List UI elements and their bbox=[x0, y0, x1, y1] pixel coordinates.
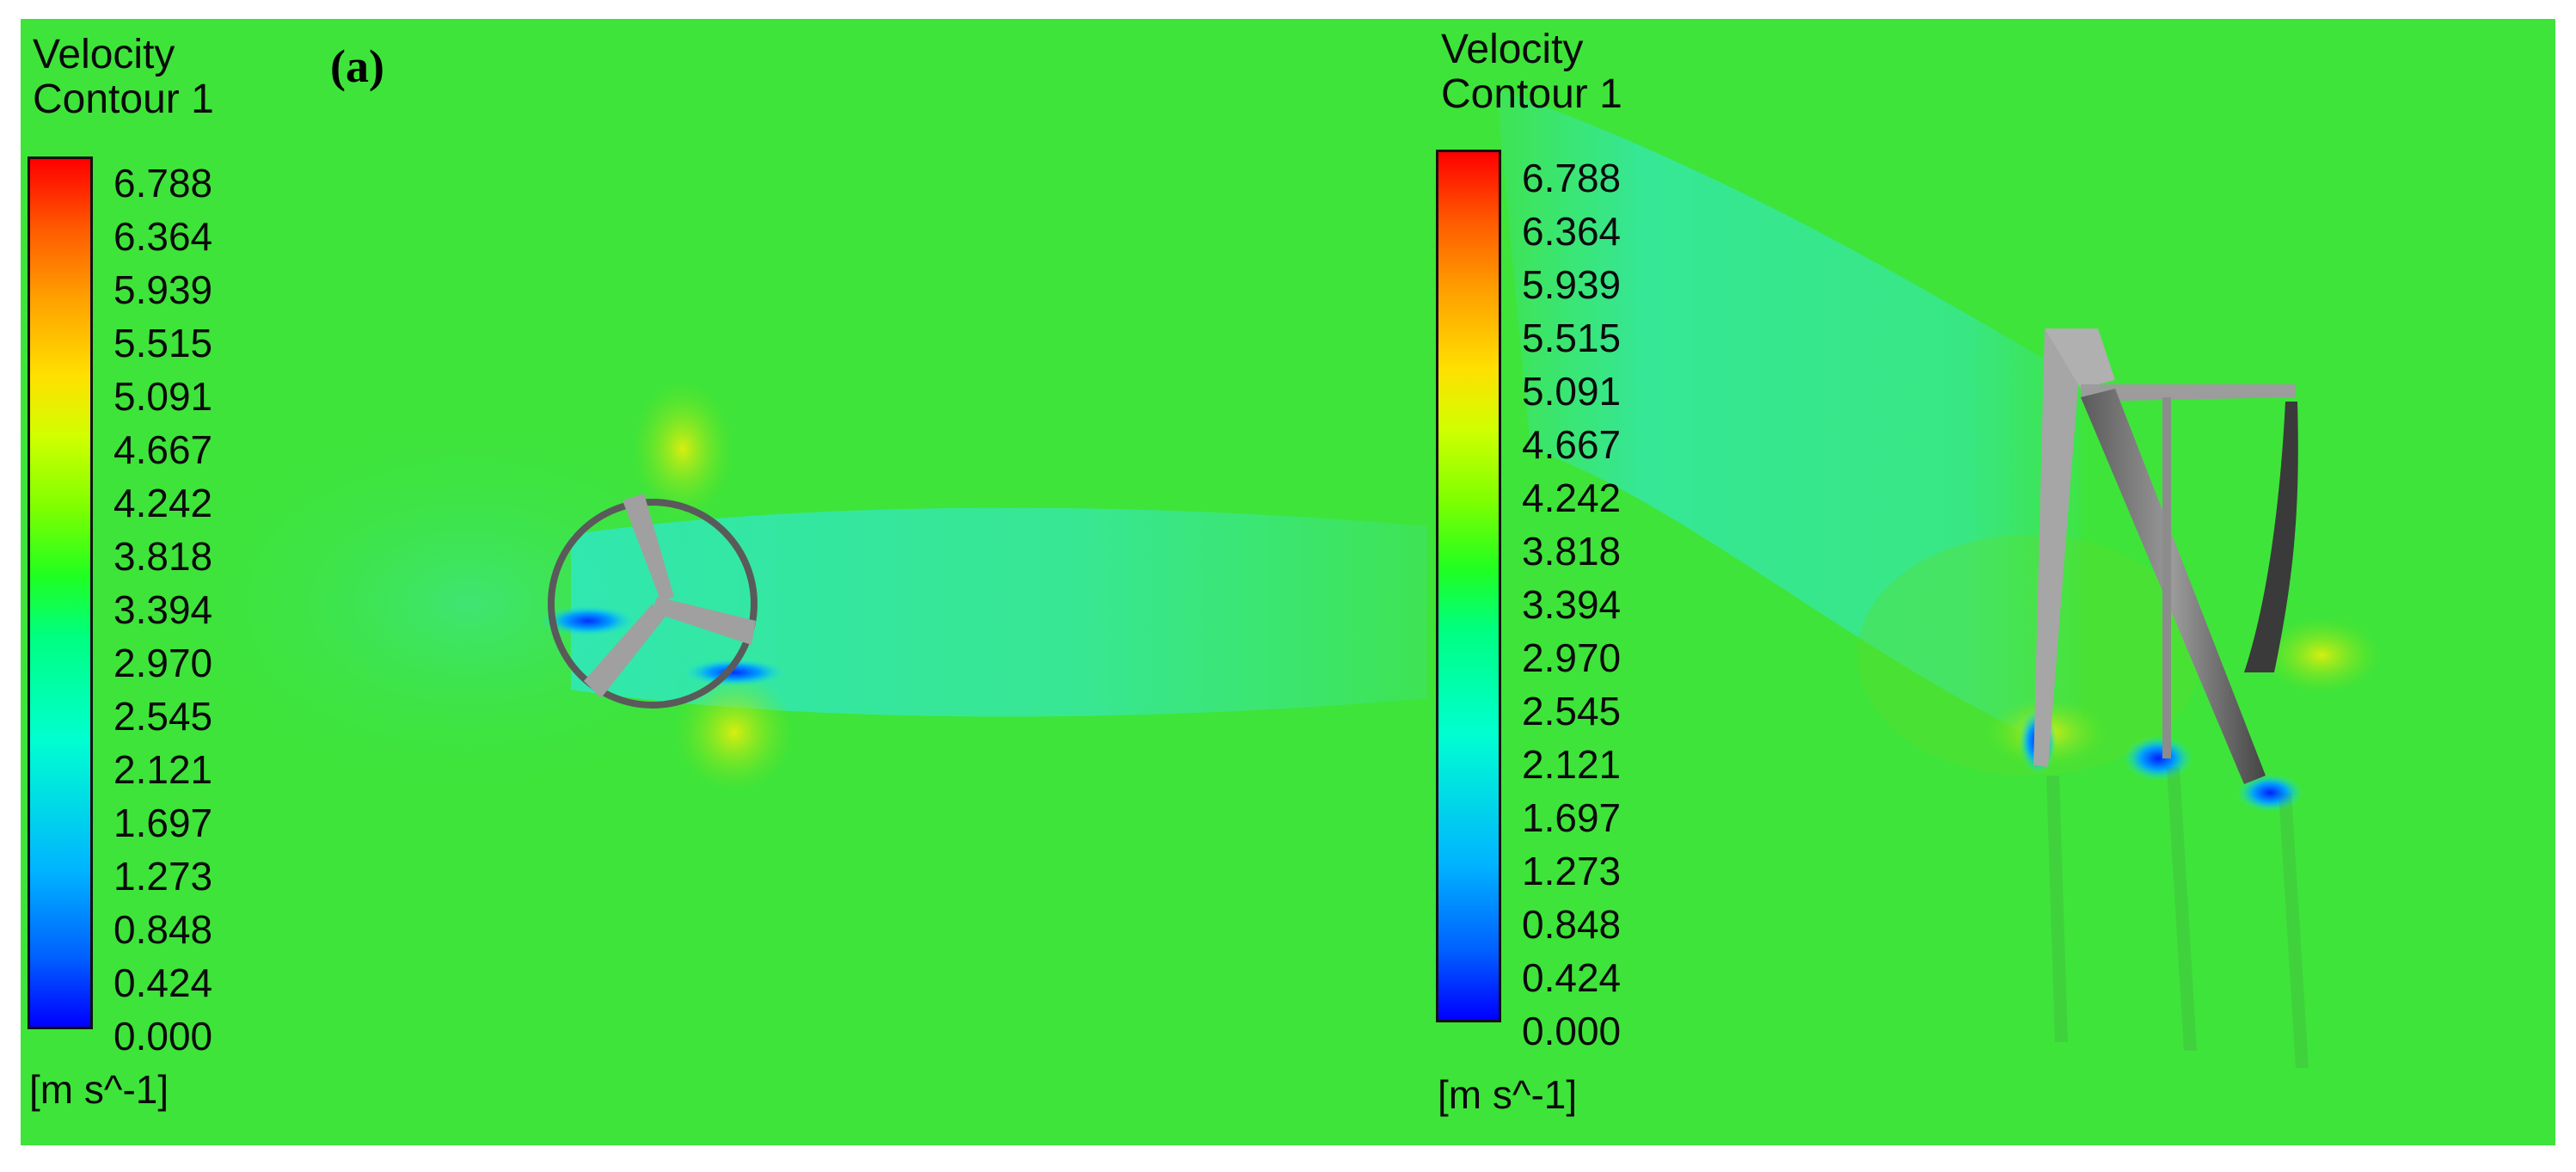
rotor-blade-2 bbox=[653, 597, 756, 645]
tick-label: 2.970 bbox=[1522, 635, 1622, 680]
low-velocity-spot-2 bbox=[2124, 736, 2193, 781]
tick-label: 2.545 bbox=[113, 694, 213, 739]
colorbar-unit: [m s^-1] bbox=[29, 1067, 169, 1112]
tick-label: 0.424 bbox=[1522, 955, 1622, 1000]
tick-label: 0.424 bbox=[113, 960, 213, 1005]
rotor-blade-back bbox=[2244, 402, 2298, 672]
tick-label: 5.091 bbox=[1522, 369, 1622, 414]
rotor-arm bbox=[2081, 384, 2296, 402]
wake-region bbox=[571, 507, 1427, 717]
tick-label: 6.364 bbox=[113, 214, 213, 259]
tick-label: 1.697 bbox=[113, 801, 213, 845]
tick-label: 0.848 bbox=[1522, 902, 1622, 947]
tick-label: 6.788 bbox=[113, 161, 213, 206]
tick-label: 5.939 bbox=[1522, 262, 1622, 307]
tick-label: 1.273 bbox=[113, 854, 213, 899]
tick-label: 0.000 bbox=[113, 1014, 213, 1058]
tick-label: 0.848 bbox=[113, 907, 213, 952]
tick-label: 6.364 bbox=[1522, 209, 1622, 254]
tick-label: 5.091 bbox=[113, 374, 213, 419]
rotor-hub-top bbox=[2045, 328, 2115, 389]
tick-label: 3.818 bbox=[113, 534, 213, 579]
legend-title: Velocity Contour 1 bbox=[1441, 27, 1622, 117]
acceleration-zone-top bbox=[631, 380, 734, 518]
low-velocity-spot-right bbox=[683, 659, 786, 686]
colorbar bbox=[1436, 150, 1501, 1022]
velocity-field-perspective-view bbox=[1427, 19, 2555, 1145]
tick-label: 4.667 bbox=[1522, 422, 1622, 467]
rotor-blade-front bbox=[2081, 389, 2266, 784]
rotor-perspective bbox=[2033, 328, 2298, 784]
rotor-blade-3 bbox=[584, 604, 665, 698]
tick-label: 3.394 bbox=[113, 587, 213, 632]
wake-region bbox=[1496, 88, 2081, 758]
panel-letter: (a) bbox=[330, 40, 384, 92]
tick-label: 2.121 bbox=[1522, 742, 1622, 787]
rotor-ring bbox=[548, 499, 757, 709]
low-velocity-spot-left bbox=[541, 605, 635, 636]
tick-label: 3.394 bbox=[1522, 582, 1622, 627]
contour-panel-a: Velocity Contour 1 (a) 6.788 6.364 5.939… bbox=[21, 19, 1427, 1145]
colorbar bbox=[28, 156, 93, 1029]
tick-label: 2.970 bbox=[113, 641, 213, 685]
contour-panel-b: Velocity Contour 1 6.788 6.364 5.939 5.5… bbox=[1427, 19, 2555, 1145]
rotor-top-view bbox=[548, 494, 757, 709]
tick-label: 5.939 bbox=[113, 267, 213, 312]
tick-label: 2.545 bbox=[1522, 689, 1622, 733]
tick-label: 5.515 bbox=[113, 321, 213, 365]
low-velocity-spot-3 bbox=[2237, 774, 2303, 812]
rotor-blade-left bbox=[2033, 328, 2082, 767]
tick-label: 3.818 bbox=[1522, 529, 1622, 574]
rotor-shaft bbox=[2162, 397, 2171, 758]
rotor-blade-1 bbox=[623, 494, 674, 602]
tick-label: 2.121 bbox=[113, 747, 213, 792]
tick-label: 4.242 bbox=[113, 481, 213, 525]
tick-label: 4.242 bbox=[1522, 476, 1622, 520]
tick-label: 6.788 bbox=[1522, 156, 1622, 200]
rotor-shadow-2 bbox=[2167, 767, 2197, 1051]
acceleration-zone-bottom bbox=[674, 672, 794, 793]
tick-label: 5.515 bbox=[1522, 316, 1622, 360]
colorbar-unit: [m s^-1] bbox=[1438, 1072, 1578, 1117]
upstream-region bbox=[1857, 535, 2201, 776]
rotor-perspective-view bbox=[2046, 767, 2309, 1068]
tick-label: 1.273 bbox=[1522, 849, 1622, 893]
velocity-field-top-view bbox=[21, 19, 1427, 1145]
rotor-shadow-1 bbox=[2046, 776, 2068, 1042]
rotor-shadow-3 bbox=[2279, 793, 2309, 1068]
tick-label: 4.667 bbox=[113, 427, 213, 472]
legend-title: Velocity Contour 1 bbox=[33, 32, 214, 122]
acceleration-zone-right bbox=[2261, 617, 2382, 694]
tick-label: 1.697 bbox=[1522, 795, 1622, 840]
tick-label: 0.000 bbox=[1522, 1009, 1622, 1053]
